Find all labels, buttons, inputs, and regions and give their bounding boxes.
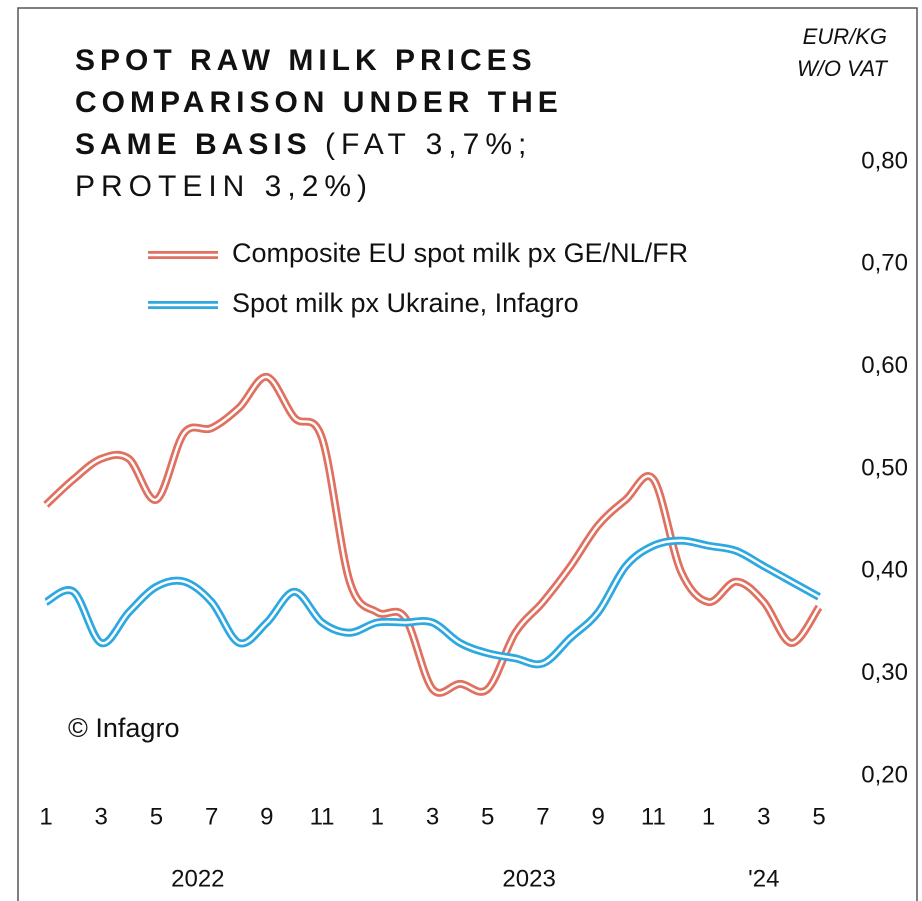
x-tick-label: 7 [536,803,549,830]
subtitle: (FAT 3,7%; PROTEIN 3,2%) [75,128,533,203]
x-tick-label: 9 [591,803,604,830]
x-tick-label: 3 [757,803,770,830]
legend-label: Composite EU spot milk px GE/NL/FR [232,238,688,268]
y-tick-label: 0,70 [861,250,908,277]
x-tick-label: 5 [481,803,494,830]
y-tick-label: 0,30 [861,659,908,686]
y-axis-label: W/O VAT [797,56,889,81]
y-axis-label: EUR/KG [803,24,887,49]
series-line-inner [45,375,821,695]
x-tick-label: 11 [641,803,666,830]
frame [17,7,918,901]
x-tick-label: 1 [702,803,715,830]
annotation: © Infagro [68,713,179,743]
x-tick-label: 5 [812,803,825,830]
x-tick-label: 5 [150,803,163,830]
x-tick-label: 1 [371,803,384,830]
x-tick-label: 3 [95,803,108,830]
x-tick-label: 7 [205,803,218,830]
y-tick-label: 0,80 [861,147,908,174]
chart-title: SPOT RAW MILK PRICES COMPARISON UNDER TH… [75,40,655,208]
year-label: '24 [748,865,779,892]
y-tick-label: 0,40 [861,557,908,584]
x-tick-label: 3 [426,803,439,830]
year-label: 2022 [171,865,224,892]
y-tick-label: 0,60 [861,352,908,379]
x-tick-label: 11 [310,803,335,830]
y-tick-label: 0,20 [861,761,908,788]
title: SPOT RAW MILK PRICES COMPARISON UNDER TH… [75,44,563,161]
y-tick-label: 0,50 [861,454,908,481]
series-line-inner [45,539,820,666]
year-label: 2023 [502,865,555,892]
x-tick-label: 9 [260,803,273,830]
x-tick-label: 1 [39,803,52,830]
series-line [43,372,823,697]
legend-label: Spot milk px Ukraine, Infagro [232,288,579,318]
